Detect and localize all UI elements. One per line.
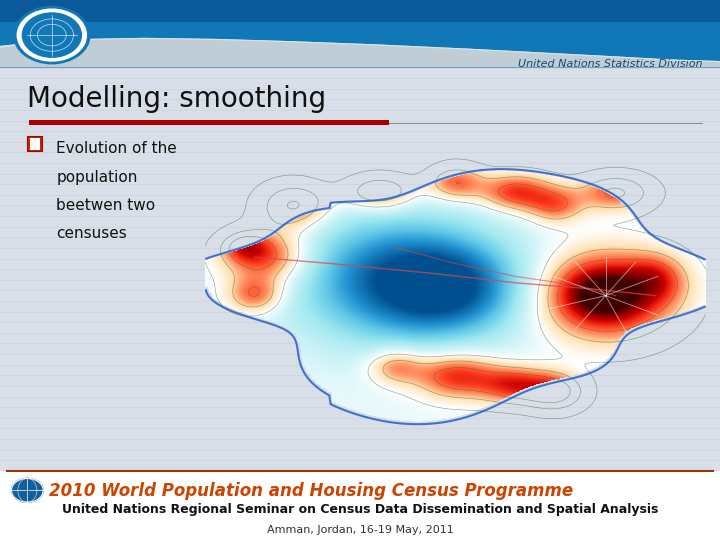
Text: Evolution of the: Evolution of the (56, 141, 177, 157)
FancyBboxPatch shape (0, 0, 720, 22)
Polygon shape (0, 38, 720, 62)
Circle shape (17, 9, 86, 61)
Text: population: population (56, 170, 138, 185)
Circle shape (12, 478, 43, 502)
FancyBboxPatch shape (27, 136, 42, 151)
Text: United Nations Regional Seminar on Census Data Dissemination and Spatial Analysi: United Nations Regional Seminar on Censu… (62, 503, 658, 516)
FancyBboxPatch shape (30, 138, 40, 150)
Text: beetwen two: beetwen two (56, 198, 156, 213)
Text: 2010 World Population and Housing Census Programme: 2010 World Population and Housing Census… (49, 482, 573, 500)
Text: Modelling: smoothing: Modelling: smoothing (27, 85, 326, 113)
Circle shape (22, 13, 81, 57)
Text: Amman, Jordan, 16-19 May, 2011: Amman, Jordan, 16-19 May, 2011 (266, 525, 454, 535)
Text: United Nations Statistics Division: United Nations Statistics Division (518, 59, 702, 69)
FancyBboxPatch shape (29, 120, 389, 125)
Circle shape (14, 6, 90, 64)
Text: censuses: censuses (56, 226, 127, 241)
FancyBboxPatch shape (0, 0, 720, 68)
FancyBboxPatch shape (0, 471, 720, 540)
Polygon shape (0, 38, 720, 68)
